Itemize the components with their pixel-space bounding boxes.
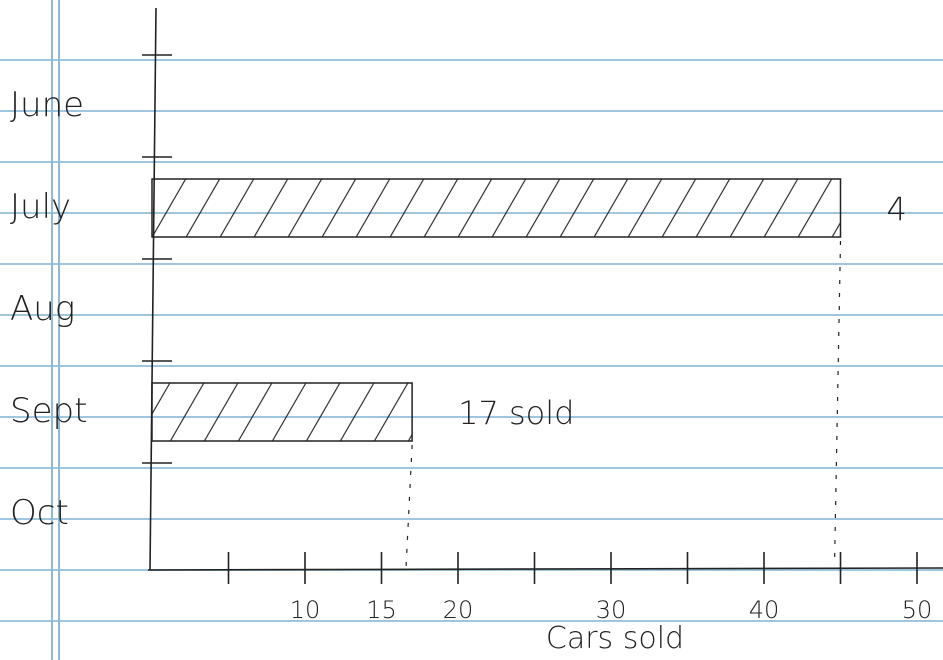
x-axis-line xyxy=(147,567,943,571)
data-label-sept: 17 sold xyxy=(458,394,574,432)
guide-line-july xyxy=(833,240,842,567)
x-tick-label-20: 20 xyxy=(443,596,474,624)
x-axis-title: Cars sold xyxy=(546,621,684,656)
category-label-july: July xyxy=(10,187,71,227)
category-label-oct: Oct xyxy=(10,493,69,533)
category-label-sept: Sept xyxy=(10,391,87,431)
x-tick-label-50: 50 xyxy=(902,596,933,624)
notebook-margin-line-2 xyxy=(58,0,60,660)
x-tick-label-30: 30 xyxy=(596,596,627,624)
x-tick-label-10: 10 xyxy=(290,596,321,624)
category-label-june: June xyxy=(10,85,84,125)
x-tick-label-40: 40 xyxy=(749,596,780,624)
x-tick-label-15: 15 xyxy=(366,596,397,624)
data-label-july: 4 xyxy=(887,190,907,228)
guide-line-sept xyxy=(405,444,413,567)
category-label-aug: Aug xyxy=(10,289,75,329)
bar-july xyxy=(151,178,842,238)
bar-sept xyxy=(151,382,413,442)
y-axis-line xyxy=(149,7,157,571)
notebook-margin-line-1 xyxy=(51,0,53,660)
